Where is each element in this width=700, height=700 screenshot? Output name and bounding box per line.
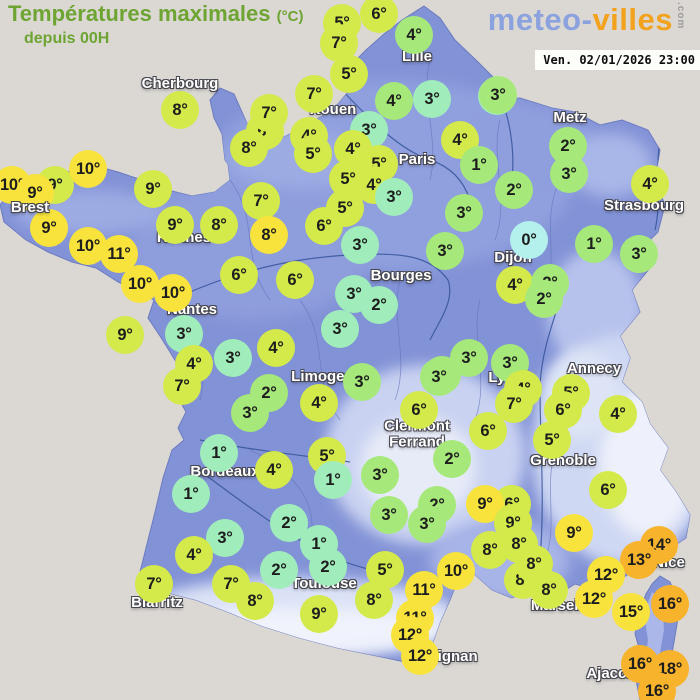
temp-marker: 3° bbox=[413, 80, 451, 118]
temp-marker: 0° bbox=[510, 221, 548, 259]
city-label: Metz bbox=[553, 109, 587, 127]
map-header: Températures maximales (°C) depuis 00H bbox=[8, 1, 304, 48]
temp-marker: 3° bbox=[231, 394, 269, 432]
logo-dotcom: .com bbox=[675, 2, 686, 30]
temp-marker: 10° bbox=[154, 274, 192, 312]
temp-marker: 3° bbox=[550, 155, 588, 193]
temp-marker: 11° bbox=[405, 571, 443, 609]
temp-marker: 3° bbox=[620, 235, 658, 273]
temp-marker: 9° bbox=[134, 170, 172, 208]
temp-marker: 7° bbox=[163, 367, 201, 405]
temp-marker: 16° bbox=[638, 672, 676, 700]
temp-marker: 4° bbox=[255, 451, 293, 489]
temp-marker: 9° bbox=[555, 514, 593, 552]
temp-marker: 4° bbox=[257, 329, 295, 367]
temp-marker: 6° bbox=[305, 207, 343, 245]
temp-marker: 13° bbox=[620, 541, 658, 579]
temp-marker: 2° bbox=[360, 286, 398, 324]
temp-marker: 1° bbox=[200, 434, 238, 472]
temp-marker: 1° bbox=[172, 475, 210, 513]
unit-label: (°C) bbox=[276, 8, 304, 25]
temp-marker: 3° bbox=[370, 496, 408, 534]
temp-marker: 3° bbox=[361, 456, 399, 494]
temp-marker: 2° bbox=[309, 548, 347, 586]
temp-marker: 9° bbox=[156, 206, 194, 244]
temp-marker: 10° bbox=[121, 265, 159, 303]
temp-marker: 15° bbox=[612, 593, 650, 631]
temp-marker: 4° bbox=[175, 536, 213, 574]
temp-marker: 12° bbox=[401, 637, 439, 675]
temp-marker: 7° bbox=[242, 182, 280, 220]
temp-marker: 1° bbox=[575, 225, 613, 263]
temp-marker: 8° bbox=[250, 216, 288, 254]
page-subtitle: depuis 00H bbox=[24, 30, 110, 48]
temp-marker: 5° bbox=[366, 551, 404, 589]
temp-marker: 5° bbox=[533, 421, 571, 459]
logo-text-orange: villes bbox=[592, 2, 673, 37]
temp-marker: 16° bbox=[651, 585, 689, 623]
city-label: Annecy bbox=[566, 360, 622, 378]
meteo-villes-logo[interactable]: meteo-villes .com bbox=[488, 2, 686, 38]
logo-text-blue: meteo- bbox=[487, 2, 593, 37]
temp-marker: 12° bbox=[575, 580, 613, 618]
timestamp-badge: Ven. 02/01/2026 23:00 bbox=[535, 50, 700, 70]
temp-marker: 3° bbox=[321, 310, 359, 348]
temp-marker: 9° bbox=[106, 316, 144, 354]
temp-marker: 7° bbox=[135, 565, 173, 603]
temp-marker: 6° bbox=[360, 0, 398, 33]
temp-marker: 7° bbox=[250, 94, 288, 132]
temp-marker: 4° bbox=[395, 16, 433, 54]
city-label: Brest bbox=[10, 199, 50, 217]
temp-marker: 8° bbox=[161, 91, 199, 129]
city-label: Bourges bbox=[370, 267, 432, 285]
temp-marker: 2° bbox=[495, 171, 533, 209]
temp-marker: 8° bbox=[530, 571, 568, 609]
temp-marker: 3° bbox=[214, 339, 252, 377]
temp-marker: 6° bbox=[589, 471, 627, 509]
temp-marker: 4° bbox=[599, 395, 637, 433]
temp-marker: 8° bbox=[355, 581, 393, 619]
temp-marker: 11° bbox=[100, 235, 138, 273]
temp-marker: 2° bbox=[260, 551, 298, 589]
temp-marker: 6° bbox=[220, 256, 258, 294]
temp-marker: 4° bbox=[631, 165, 669, 203]
temp-marker: 4° bbox=[300, 384, 338, 422]
temp-marker: 8° bbox=[200, 206, 238, 244]
temp-marker: 5° bbox=[330, 55, 368, 93]
temp-marker: 9° bbox=[300, 595, 338, 633]
temp-marker: 6° bbox=[469, 412, 507, 450]
page-title: Températures maximales (°C) bbox=[8, 1, 304, 26]
temp-marker: 8° bbox=[236, 582, 274, 620]
temp-marker: 4° bbox=[441, 121, 479, 159]
temp-marker: 3° bbox=[426, 232, 464, 270]
temp-marker: 5° bbox=[294, 135, 332, 173]
temp-marker: 3° bbox=[341, 226, 379, 264]
temp-marker: 2° bbox=[433, 440, 471, 478]
city-label: Limoges bbox=[291, 368, 353, 386]
city-label: Cherbourg bbox=[141, 75, 219, 93]
temp-marker: 9° bbox=[16, 174, 54, 212]
temp-marker: 6° bbox=[400, 391, 438, 429]
temp-marker: 1° bbox=[460, 146, 498, 184]
temp-marker: 7° bbox=[295, 75, 333, 113]
temp-marker: 6° bbox=[276, 261, 314, 299]
temp-marker: 8° bbox=[230, 129, 268, 167]
temp-marker: 10° bbox=[437, 552, 475, 590]
temp-marker: 3° bbox=[343, 363, 381, 401]
temp-marker: 10° bbox=[69, 150, 107, 188]
city-label: Paris bbox=[398, 151, 436, 169]
temp-marker: 4° bbox=[375, 82, 413, 120]
temp-marker: 2° bbox=[525, 280, 563, 318]
temp-marker: 3° bbox=[375, 178, 413, 216]
temp-marker: 3° bbox=[408, 505, 446, 543]
temp-marker: 9° bbox=[30, 209, 68, 247]
temp-marker: 3° bbox=[420, 358, 458, 396]
temp-marker: 1° bbox=[314, 461, 352, 499]
temp-marker: 3° bbox=[445, 194, 483, 232]
city-label: Strasbourg bbox=[603, 197, 685, 215]
temp-marker: 3° bbox=[479, 76, 517, 114]
